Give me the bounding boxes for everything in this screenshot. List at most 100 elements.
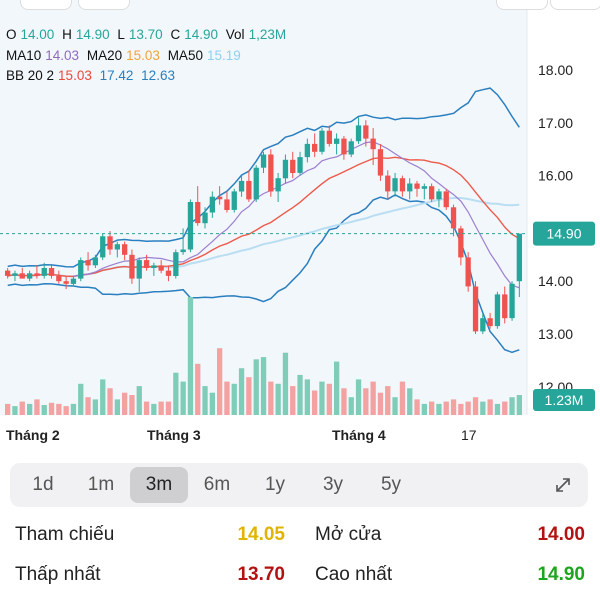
candlestick-chart-svg[interactable]: 12.0013.0014.0015.0016.0017.0018.0014.90… [0, 0, 600, 452]
volume-bar [319, 381, 325, 415]
candle-body [19, 273, 25, 279]
candle-body [421, 186, 427, 189]
range-1y[interactable]: 1y [264, 474, 286, 495]
candle-body [509, 283, 515, 319]
volume-bar [297, 374, 303, 415]
candle-body [436, 191, 442, 200]
volume-bar [494, 403, 501, 415]
candle-body [238, 180, 245, 192]
candle-body [246, 180, 252, 200]
ohlc-legend: O 14.00 H 14.90 L 13.70 C 14.90 Vol 1,23M [6, 27, 290, 42]
volume-bar [180, 381, 186, 415]
candle-body [187, 202, 194, 250]
bb-upper-value: 17.42 [99, 68, 134, 83]
low-price: Thấp nhất 13.70 [0, 564, 300, 586]
reference-price: Tham chiếu 14.05 [0, 524, 300, 546]
top-button-1[interactable] [20, 0, 72, 10]
stats-row-2: Thấp nhất 13.70 Cao nhất 14.90 [0, 555, 600, 595]
volume-bar [209, 392, 215, 415]
high-label: H [62, 27, 72, 42]
top-button-3[interactable] [496, 0, 548, 10]
candle-body [268, 154, 274, 192]
candle-body [297, 157, 303, 173]
plot-background [0, 0, 527, 415]
candle-body [355, 125, 362, 142]
range-3y[interactable]: 3y [322, 474, 344, 495]
candle-body [260, 154, 267, 168]
volume-bar [472, 397, 479, 415]
candle-body [165, 270, 172, 276]
volume-bar [399, 381, 406, 415]
volume-bar [224, 381, 230, 415]
volume-bar [487, 399, 493, 415]
close-label: C [170, 27, 181, 42]
volume-bar [129, 395, 135, 415]
candle-body [217, 196, 223, 200]
range-1d[interactable]: 1d [32, 474, 54, 495]
volume-label: Vol [225, 27, 245, 42]
volume-bar [202, 386, 208, 415]
volume-bar [173, 372, 179, 415]
candle-body [195, 202, 201, 224]
time-range-selector: 1d 1m 3m 6m 1y 3y 5y [10, 463, 588, 507]
candle-body [377, 149, 384, 176]
range-1m[interactable]: 1m [87, 474, 115, 495]
bb-lower-value: 12.63 [141, 68, 175, 83]
top-button-4[interactable] [550, 0, 600, 10]
volume-bar [363, 388, 369, 415]
volume-bar [407, 388, 413, 415]
volume-bar [114, 399, 120, 415]
range-5y[interactable]: 5y [380, 474, 402, 495]
ma50-value: 15.19 [206, 48, 241, 63]
volume-bar [27, 403, 33, 415]
candle-body [122, 244, 128, 255]
volume-bar [92, 399, 98, 415]
volume-bar [392, 397, 398, 415]
range-3m[interactable]: 3m [130, 467, 188, 503]
bb-lower-line [7, 193, 520, 354]
candle-body [85, 260, 91, 266]
candle-body [458, 228, 464, 258]
open-price-value: 14.00 [537, 524, 585, 545]
volume-bar [465, 401, 471, 415]
volume-bar [414, 399, 420, 415]
time-axis-label: Tháng 2 [6, 427, 60, 443]
volume-bar [385, 386, 391, 415]
candle-body [494, 294, 501, 327]
candle-body [312, 143, 318, 152]
price-chart[interactable]: 12.0013.0014.0015.0016.0017.0018.0014.90… [0, 0, 600, 452]
volume-bar [122, 392, 128, 415]
expand-icon[interactable] [548, 470, 578, 500]
volume-bar [326, 383, 332, 415]
open-label: O [6, 27, 17, 42]
candle-body [107, 236, 113, 250]
range-6m[interactable]: 6m [203, 474, 231, 495]
candle-body [56, 275, 62, 282]
reference-value: 14.05 [237, 524, 285, 545]
volume-bar [56, 403, 62, 415]
volume-bar [304, 379, 310, 415]
candle-body [363, 125, 369, 139]
price-stats: Tham chiếu 14.05 Mở cửa 14.00 Thấp nhất … [0, 515, 600, 595]
candle-body [70, 278, 77, 284]
volume-bar [231, 383, 237, 415]
candle-body [92, 257, 98, 266]
volume-bar [282, 352, 289, 415]
price-tick-label: 14.00 [538, 273, 573, 289]
candle-body [502, 294, 508, 319]
candle-body [41, 268, 47, 276]
open-price: Mở cửa 14.00 [300, 524, 600, 546]
high-price-label: Cao nhất [315, 564, 393, 585]
top-button-2[interactable] [78, 0, 130, 10]
candle-body [5, 270, 11, 276]
bb-legend: BB 20 2 15.03 17.42 12.63 [6, 68, 179, 83]
candle-body [370, 138, 376, 150]
candle-body [48, 268, 55, 276]
candle-body [253, 167, 259, 200]
volume-bar [85, 397, 91, 415]
reference-label: Tham chiếu [15, 524, 115, 545]
candle-body [34, 273, 40, 276]
volume-bar [334, 361, 340, 415]
time-axis-label: Tháng 4 [332, 427, 386, 443]
open-value: 14.00 [20, 27, 55, 42]
